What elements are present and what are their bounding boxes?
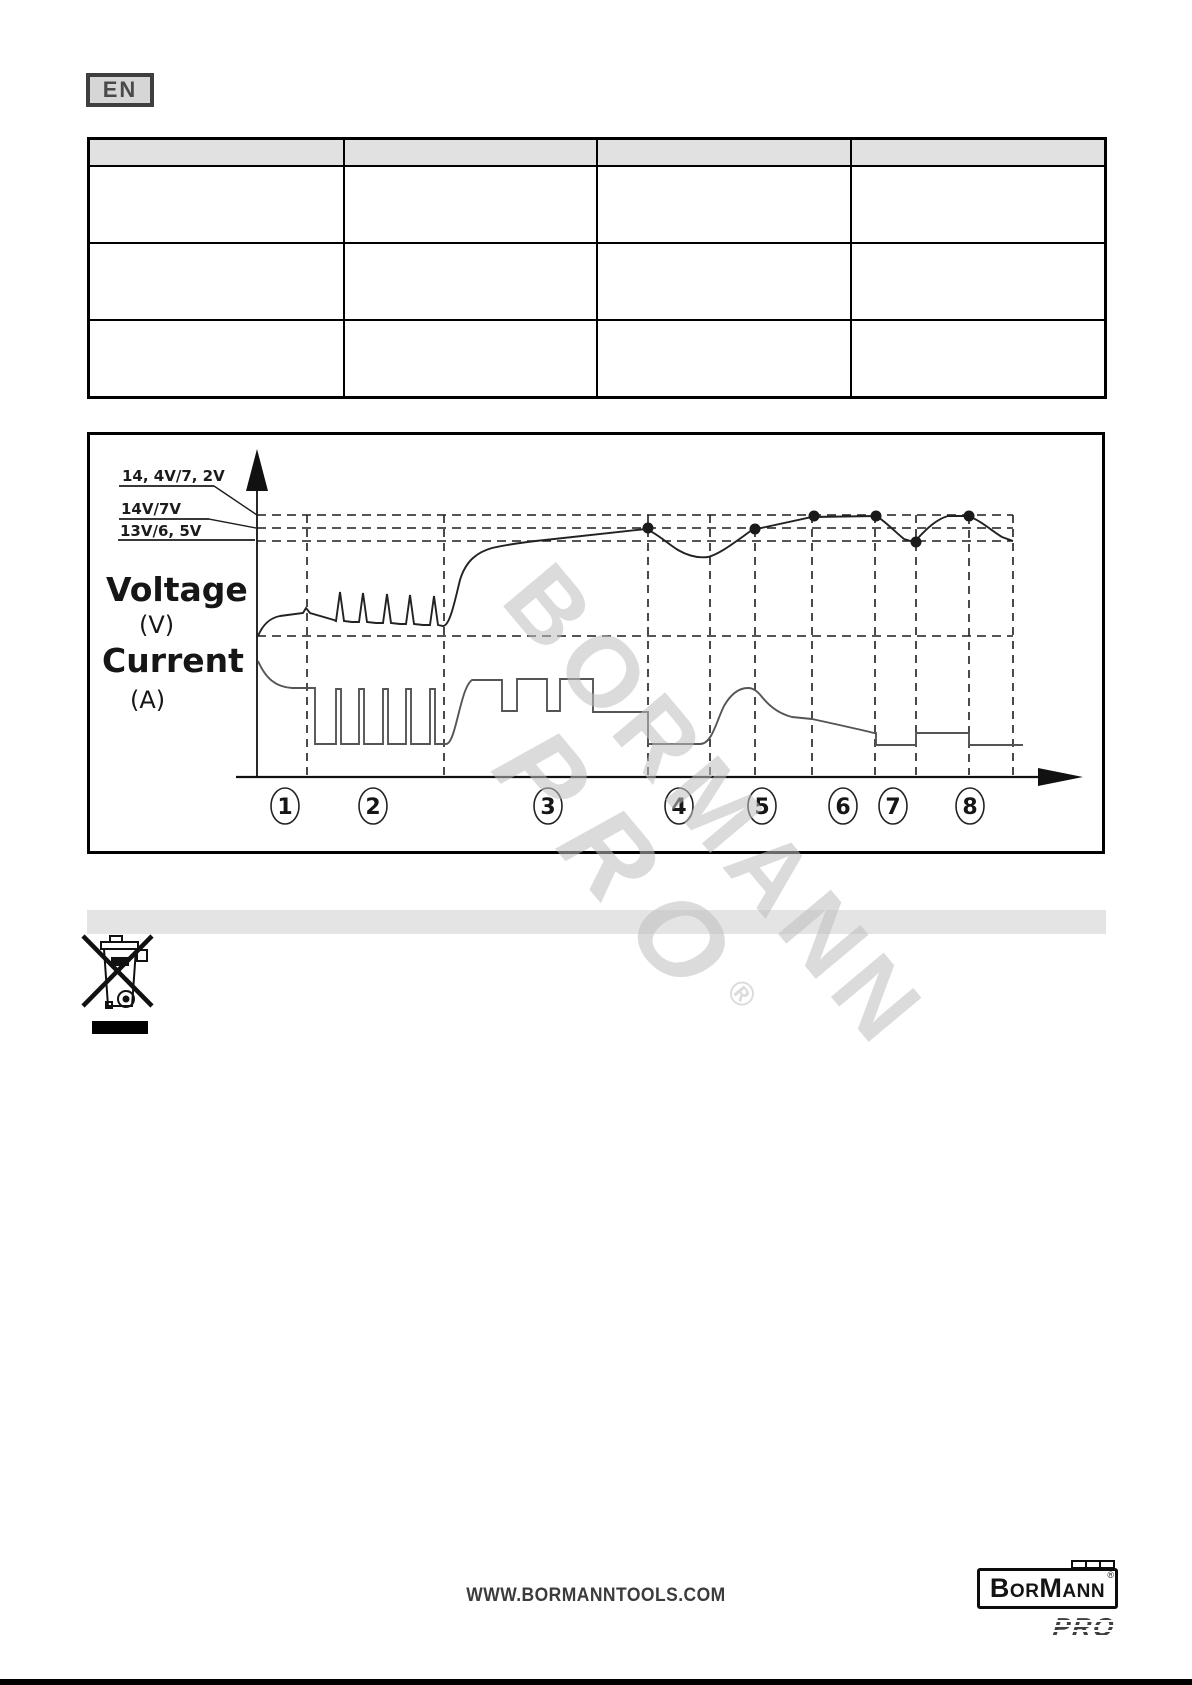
voltage-reference-lines — [257, 514, 1013, 637]
charging-curve-svg: 14, 4V/7, 2V 14V/7V 13V/6, 5V Voltage (V… — [87, 432, 1105, 854]
ref-label-14-4v: 14, 4V/7, 2V — [122, 467, 225, 485]
language-badge-label: EN — [102, 77, 138, 102]
stage-markers — [270, 787, 985, 825]
table-cell — [849, 165, 1107, 244]
logo-box: BorMann ® — [977, 1568, 1118, 1609]
logo-text: BorMann — [989, 1573, 1106, 1603]
table-cell — [342, 242, 598, 321]
weee-crossed-out-bin-icon — [81, 934, 154, 1034]
footer-website: WWW.BORMANNTOOLS.COM — [466, 1585, 726, 1606]
spec-table — [87, 137, 1107, 399]
logo-registered: ® — [1107, 1570, 1114, 1580]
section-heading-bar — [87, 910, 1106, 934]
table-header-cell — [849, 137, 1107, 167]
stage-label-8: 8 — [962, 795, 977, 820]
voltage-setpoint-dots — [642, 510, 975, 548]
table-cell — [87, 242, 345, 321]
axes — [236, 449, 1083, 786]
current-axis-label: Current — [102, 641, 244, 680]
stage-labels: 1 2 3 4 5 6 7 8 — [277, 795, 977, 820]
table-cell — [849, 319, 1107, 399]
table-row — [87, 242, 1107, 321]
stage-label-5: 5 — [754, 795, 769, 820]
y-axis-arrow-icon — [246, 449, 268, 491]
current-axis-unit: (A) — [130, 686, 165, 714]
voltage-axis-unit: (V) — [139, 611, 174, 639]
table-cell — [595, 242, 852, 321]
table-cell — [595, 165, 852, 244]
table-cell — [595, 319, 852, 399]
table-cell — [87, 319, 345, 399]
weee-date-bar — [92, 1021, 148, 1034]
table-cell — [87, 165, 345, 244]
ref-label-14v: 14V/7V — [121, 500, 181, 518]
bormann-logo: BorMann ® PRO — [977, 1560, 1118, 1642]
voltage-axis-label: Voltage — [106, 570, 248, 609]
table-row — [87, 319, 1107, 399]
weee-symbol — [80, 932, 155, 1036]
table-cell — [342, 165, 598, 244]
table-row — [87, 165, 1107, 244]
ref-label-13v: 13V/6, 5V — [120, 522, 202, 540]
stage-label-3: 3 — [540, 795, 555, 820]
stage-label-4: 4 — [671, 795, 686, 820]
page-bottom-bar — [0, 1679, 1192, 1685]
watermark-registered: ® — [718, 971, 764, 1016]
current-curve — [257, 660, 1023, 746]
stage-label-2: 2 — [365, 795, 380, 820]
table-header-cell — [342, 137, 598, 167]
voltage-reference-labels: 14, 4V/7, 2V 14V/7V 13V/6, 5V — [118, 467, 258, 541]
axis-titles: Voltage (V) Current (A) — [102, 570, 248, 714]
x-axis-arrow-icon — [1038, 768, 1083, 786]
stage-label-1: 1 — [277, 795, 292, 820]
table-header-cell — [595, 137, 852, 167]
table-cell — [342, 319, 598, 399]
table-header-cell — [87, 137, 345, 167]
stage-label-6: 6 — [835, 795, 850, 820]
charging-curve-chart: 14, 4V/7, 2V 14V/7V 13V/6, 5V Voltage (V… — [87, 432, 1105, 854]
stage-label-7: 7 — [885, 795, 900, 820]
table-cell — [849, 242, 1107, 321]
logo-pro-label: PRO — [1051, 1612, 1117, 1642]
language-badge: EN — [86, 73, 154, 107]
